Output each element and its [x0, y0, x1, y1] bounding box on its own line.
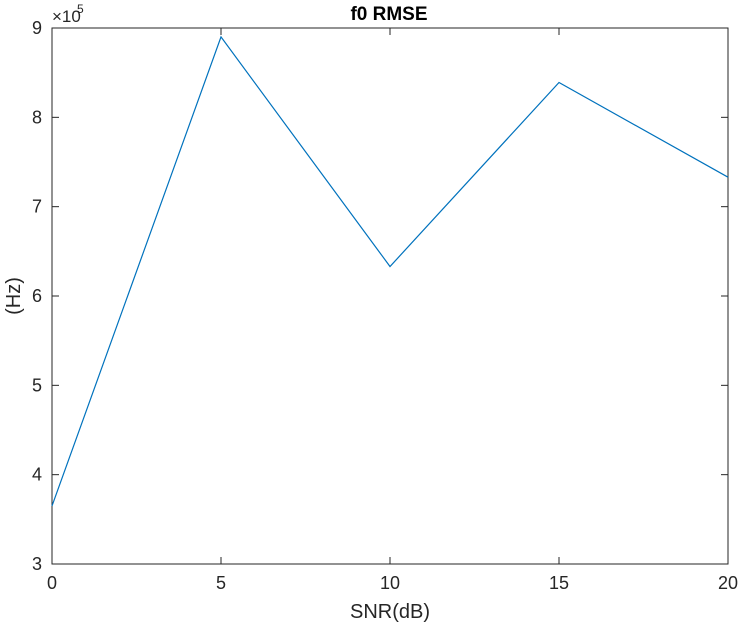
y-axis-ticks: 3 4 5 6 7 8 9: [32, 18, 728, 574]
y-exponent-prefix: ×10: [52, 7, 81, 26]
series-group: [51, 35, 729, 507]
x-axis-label: SNR(dB): [350, 601, 430, 623]
y-tick-label: 5: [32, 375, 42, 395]
x-tick-label: 10: [380, 573, 400, 593]
x-tick-label: 0: [47, 573, 57, 593]
x-tick-label: 5: [216, 573, 226, 593]
x-axis-ticks: 0 5 10 15 20: [47, 28, 738, 593]
y-tick-label: 3: [32, 554, 42, 574]
y-tick-label: 8: [32, 107, 42, 127]
plot-area-frame: [51, 27, 729, 565]
y-tick-label: 6: [32, 286, 42, 306]
series-line-0: [51, 35, 729, 507]
chart-title: f0 RMSE: [350, 4, 427, 25]
y-exponent: ×10 5: [52, 2, 84, 26]
x-tick-label: 15: [549, 573, 569, 593]
y-tick-label: 4: [32, 465, 42, 485]
y-axis-label: (Hz): [3, 277, 25, 315]
y-tick-label: 9: [32, 18, 42, 38]
x-tick-label: 20: [718, 573, 738, 593]
y-tick-label: 7: [32, 197, 42, 217]
y-exponent-power: 5: [77, 2, 84, 16]
